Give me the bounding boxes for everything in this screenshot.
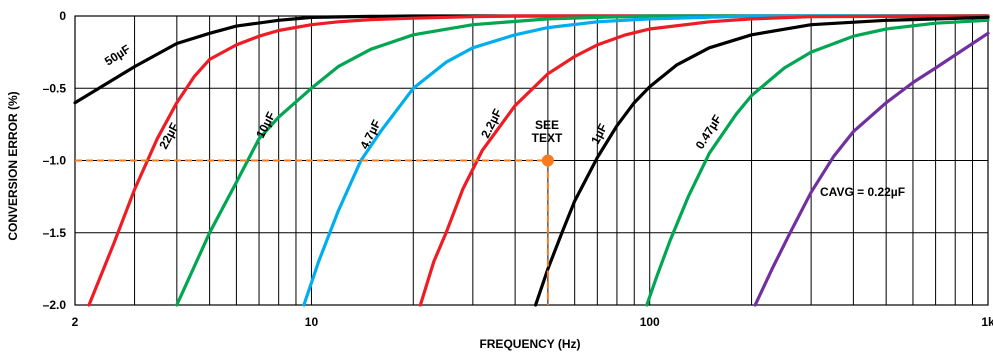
label-10uf: 10µF xyxy=(253,109,278,140)
data-curves xyxy=(73,14,990,307)
series-curve xyxy=(645,18,990,307)
see-text-marker xyxy=(75,154,554,305)
label-0-47uf: 0.47µF xyxy=(693,112,725,151)
label-text: TEXT xyxy=(532,131,563,145)
y-tick-label: –1.0 xyxy=(43,154,67,168)
series-curve xyxy=(87,14,990,307)
x-tick-label: 100 xyxy=(640,315,660,329)
x-tick-label: 2 xyxy=(72,315,79,329)
label-cavg: CAVG = 0.22µF xyxy=(820,185,905,199)
x-tick-label: 1k xyxy=(981,315,993,329)
y-tick-label: 0 xyxy=(59,9,66,23)
series-curve xyxy=(753,31,990,307)
series-curve xyxy=(418,14,990,307)
series-curve xyxy=(175,14,990,307)
tick-labels: 0 –0.5 –1.0 –1.5 –2.0 2 10 100 1k xyxy=(43,9,993,329)
x-tick-label: 10 xyxy=(305,315,319,329)
series-curve xyxy=(73,14,990,105)
label-50uf: 50µF xyxy=(102,42,133,69)
y-tick-label: –2.0 xyxy=(43,298,67,312)
label-see: SEE xyxy=(535,118,559,132)
series-curve xyxy=(533,15,990,307)
x-axis-label: FREQUENCY (Hz) xyxy=(479,337,580,351)
series-curve xyxy=(302,14,990,307)
label-22uf: 22µF xyxy=(156,120,181,151)
y-axis-label: CONVERSION ERROR (%) xyxy=(6,91,20,240)
y-tick-label: –1.5 xyxy=(43,226,67,240)
see-text-point xyxy=(541,154,554,167)
y-tick-label: –0.5 xyxy=(43,81,67,95)
